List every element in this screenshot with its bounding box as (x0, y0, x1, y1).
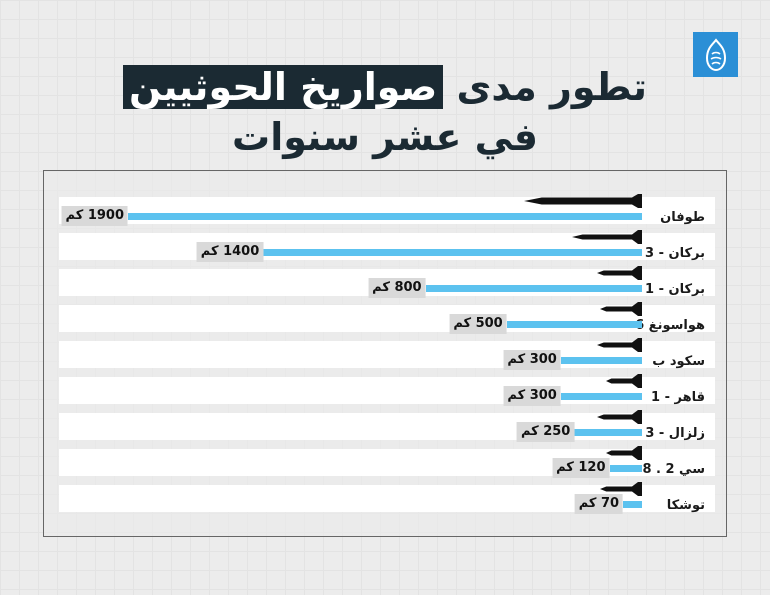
row-label: طوفان (660, 210, 705, 225)
missile-icon (524, 194, 642, 208)
range-bar (609, 465, 642, 472)
chart-row: زلزال - 3 250 كم (59, 410, 715, 442)
value-label: 500 كم (449, 314, 507, 334)
range-bar (623, 501, 642, 508)
range-bar (128, 213, 642, 220)
range-bar (506, 321, 642, 328)
row-label: سي 2 . 8 (642, 462, 705, 477)
value-label: 120 كم (552, 458, 610, 478)
missile-icon (597, 338, 642, 352)
row-label: توشكا (666, 498, 705, 513)
chart-row: توشكا 70 كم (59, 482, 715, 514)
missile-icon (606, 446, 642, 460)
missile-icon (600, 482, 642, 496)
value-label: 250 كم (516, 422, 575, 442)
chart-row: سكود ب 300 كم (59, 338, 715, 370)
title-highlight: صواريخ الحوثيين (122, 65, 444, 109)
missile-icon (600, 302, 642, 316)
range-bar (560, 357, 642, 364)
range-bar (574, 429, 642, 436)
chart-panel: طوفان 1900 كم بركان - 3 1400 كم بركان - 1 800… (43, 170, 727, 537)
aljazeera-logo (693, 32, 738, 77)
missile-icon (606, 374, 642, 388)
title-prefix: تطور مدى (456, 65, 648, 109)
value-label: 1900 كم (61, 206, 128, 226)
row-label: بركان - 1 (645, 282, 705, 297)
aljazeera-calligraphy-icon (705, 37, 726, 71)
value-label: 1400 كم (196, 242, 264, 262)
chart-row: سي 2 . 8 120 كم (59, 446, 715, 478)
missile-icon (597, 266, 642, 280)
chart-row: بركان - 3 1400 كم (59, 230, 715, 262)
value-label: 300 كم (503, 350, 561, 370)
range-bar (560, 393, 642, 400)
missile-icon (572, 230, 642, 244)
row-label: بركان - 3 (645, 246, 705, 261)
value-label: 70 كم (574, 494, 624, 514)
chart-title-line2: في عشر سنوات (232, 115, 538, 159)
missile-icon (597, 410, 642, 424)
chart-row: بركان - 1 800 كم (59, 266, 715, 298)
row-label: زلزال - 3 (645, 426, 705, 441)
chart-title-line1: تطور مدى صواريخ الحوثيين (0, 62, 770, 112)
range-bar (425, 285, 642, 292)
value-label: 800 كم (368, 278, 426, 298)
chart-row: طوفان 1900 كم (59, 194, 715, 226)
row-label: سكود ب (652, 354, 705, 369)
chart-row: قاهر - 1 300 كم (59, 374, 715, 406)
row-label: هواسونغ 6 (635, 318, 705, 333)
row-label: قاهر - 1 (651, 390, 705, 405)
range-bar (263, 249, 642, 256)
chart-row: هواسونغ 6 500 كم (59, 302, 715, 334)
value-label: 300 كم (503, 386, 561, 406)
